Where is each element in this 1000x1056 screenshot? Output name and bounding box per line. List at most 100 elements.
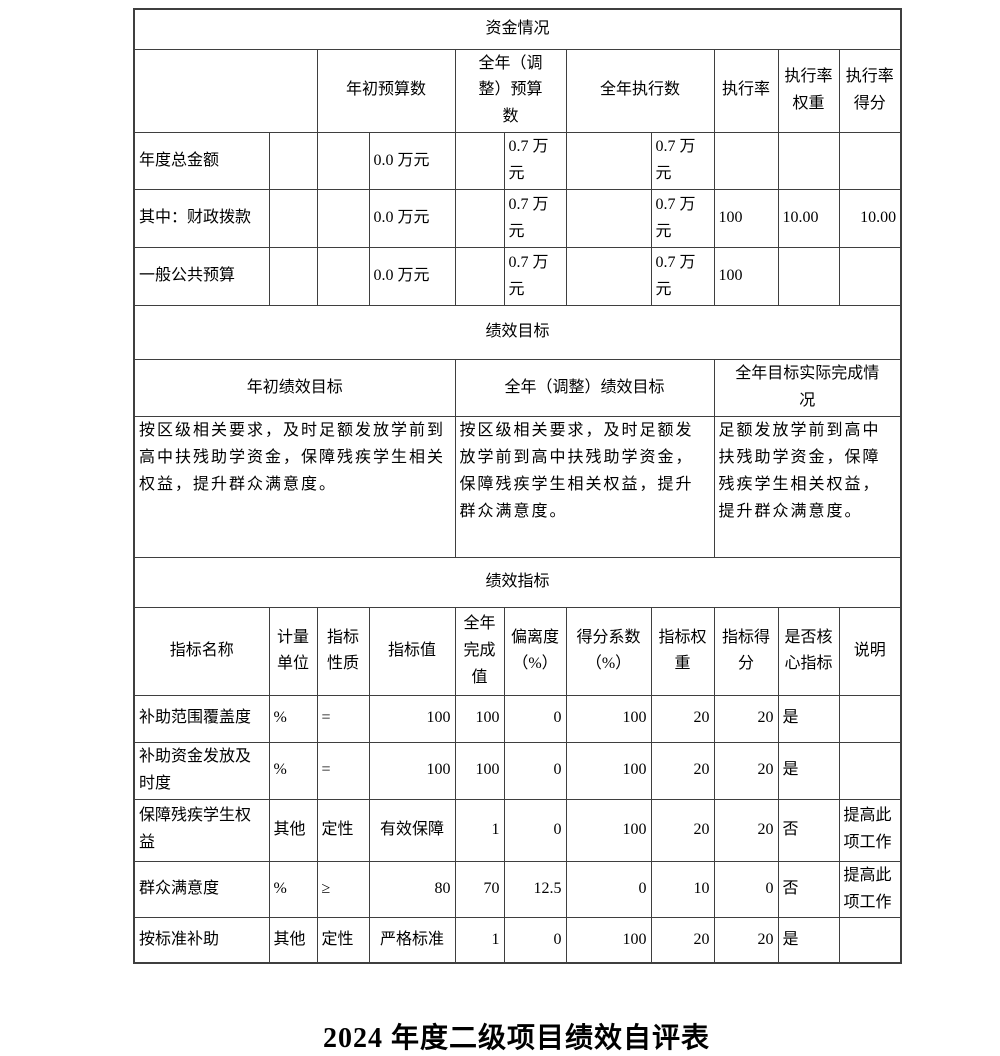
goals-actual-text: 足额发放学前到高中扶残助学资金，保障残疾学生相关权益，提升群众满意度。 xyxy=(713,415,902,558)
indicator-note xyxy=(838,694,902,743)
empty-cell xyxy=(268,247,318,307)
funding-adjusted-budget-value: 0.7 万元 xyxy=(503,247,567,307)
indicator-target: 100 xyxy=(368,741,456,800)
funding-rate-weight-value: 10.00 xyxy=(777,189,840,249)
indicator-core: 是 xyxy=(777,917,840,964)
funding-col-rate-weight: 执行率权重 xyxy=(777,48,840,134)
funding-section-row: 资金情况 xyxy=(133,8,902,50)
indicator-unit: % xyxy=(268,741,318,800)
indicator-coef: 100 xyxy=(565,917,652,964)
indicator-deviation: 0 xyxy=(503,798,567,862)
indicators-section-title: 绩效指标 xyxy=(133,556,902,608)
funding-row-label: 年度总金额 xyxy=(133,132,270,191)
indicator-row-coverage: 补助范围覆盖度 % = 100 100 0 100 20 20 是 xyxy=(133,694,902,743)
indicator-note xyxy=(838,741,902,800)
indicator-weight: 10 xyxy=(650,860,715,919)
funding-col-initial-budget: 年初预算数 xyxy=(316,48,456,134)
indicator-name: 保障残疾学生权益 xyxy=(133,798,270,862)
funding-executed-value: 0.7 万元 xyxy=(650,132,715,191)
indicator-coef: 100 xyxy=(565,694,652,743)
funding-row-general-budget: 一般公共预算 0.0 万元 0.7 万元 0.7 万元 100 xyxy=(133,247,902,307)
indicator-completed: 70 xyxy=(454,860,505,919)
funding-row-fiscal: 其中：财政拨款 0.0 万元 0.7 万元 0.7 万元 100 10.00 1… xyxy=(133,189,902,249)
indicators-header-row: 指标名称 计量单位 指标性质 指标值 全年完成值 偏离度（%） 得分系数（%） … xyxy=(133,606,902,696)
indicator-deviation: 12.5 xyxy=(503,860,567,919)
goals-col-actual-label: 全年目标实际完成情况 xyxy=(735,365,880,409)
funding-adjusted-budget-value: 0.7 万元 xyxy=(503,189,567,249)
funding-col-adjusted-budget-label: 全年（调整）预算数 xyxy=(478,54,543,126)
indicators-col-note: 说明 xyxy=(838,606,902,696)
goals-section-row: 绩效目标 xyxy=(133,305,902,361)
indicator-deviation: 0 xyxy=(503,694,567,743)
funding-execution-rate-value: 100 xyxy=(713,247,779,307)
indicators-col-unit: 计量单位 xyxy=(268,606,318,696)
goals-col-actual: 全年目标实际完成情况 xyxy=(713,359,902,417)
funding-adjusted-budget-value: 0.7 万元 xyxy=(503,132,567,191)
indicators-col-nature: 指标性质 xyxy=(316,606,370,696)
indicator-weight: 20 xyxy=(650,798,715,862)
indicator-nature: 定性 xyxy=(316,798,370,862)
indicators-col-name: 指标名称 xyxy=(133,606,270,696)
indicators-col-target: 指标值 xyxy=(368,606,456,696)
indicator-unit: % xyxy=(268,694,318,743)
indicator-nature: = xyxy=(316,741,370,800)
empty-cell xyxy=(454,189,505,249)
empty-cell xyxy=(316,132,370,191)
funding-initial-budget-value: 0.0 万元 xyxy=(368,247,456,307)
indicator-row-rights: 保障残疾学生权益 其他 定性 有效保障 1 0 100 20 20 否 提高此项… xyxy=(133,798,902,862)
indicator-weight: 20 xyxy=(650,694,715,743)
indicator-row-standard: 按标准补助 其他 定性 严格标准 1 0 100 20 20 是 xyxy=(133,917,902,964)
indicator-score: 0 xyxy=(713,860,779,919)
empty-cell xyxy=(268,132,318,191)
funding-row-label: 一般公共预算 xyxy=(133,247,270,307)
indicator-nature: 定性 xyxy=(316,917,370,964)
indicator-target: 严格标准 xyxy=(368,917,456,964)
indicator-completed: 100 xyxy=(454,741,505,800)
indicator-completed: 100 xyxy=(454,694,505,743)
funding-rate-score-value: 10.00 xyxy=(838,189,902,249)
indicator-unit: % xyxy=(268,860,318,919)
funding-execution-rate-value: 100 xyxy=(713,189,779,249)
indicator-row-timeliness: 补助资金发放及时度 % = 100 100 0 100 20 20 是 xyxy=(133,741,902,800)
indicator-coef: 100 xyxy=(565,741,652,800)
indicator-nature: ≥ xyxy=(316,860,370,919)
indicators-col-deviation: 偏离度（%） xyxy=(503,606,567,696)
indicator-score: 20 xyxy=(713,798,779,862)
funding-col-adjusted-budget: 全年（调整）预算数 xyxy=(454,48,567,134)
goals-col-adjusted: 全年（调整）绩效目标 xyxy=(454,359,715,417)
funding-executed-value: 0.7 万元 xyxy=(650,189,715,249)
empty-cell xyxy=(268,189,318,249)
indicators-col-completed: 全年完成值 xyxy=(454,606,505,696)
indicators-col-coef: 得分系数（%） xyxy=(565,606,652,696)
empty-cell xyxy=(565,189,652,249)
indicator-note: 提高此项工作 xyxy=(838,798,902,862)
indicator-row-satisfaction: 群众满意度 % ≥ 80 70 12.5 0 10 0 否 提高此项工作 xyxy=(133,860,902,919)
indicator-completed: 1 xyxy=(454,798,505,862)
empty-cell xyxy=(454,247,505,307)
funding-executed-value: 0.7 万元 xyxy=(650,247,715,307)
indicator-note xyxy=(838,917,902,964)
indicator-core: 是 xyxy=(777,741,840,800)
empty-cell xyxy=(565,132,652,191)
indicator-unit: 其他 xyxy=(268,798,318,862)
empty-cell xyxy=(565,247,652,307)
indicator-name: 补助资金发放及时度 xyxy=(133,741,270,800)
indicator-target: 80 xyxy=(368,860,456,919)
indicator-name: 补助范围覆盖度 xyxy=(133,694,270,743)
empty-cell xyxy=(316,247,370,307)
indicator-coef: 0 xyxy=(565,860,652,919)
indicator-score: 20 xyxy=(713,917,779,964)
funding-row-total: 年度总金额 0.0 万元 0.7 万元 0.7 万元 xyxy=(133,132,902,191)
goals-header-row: 年初绩效目标 全年（调整）绩效目标 全年目标实际完成情况 xyxy=(133,359,902,417)
indicators-col-score: 指标得分 xyxy=(713,606,779,696)
indicator-coef: 100 xyxy=(565,798,652,862)
indicator-core: 是 xyxy=(777,694,840,743)
indicators-col-core: 是否核心指标 xyxy=(777,606,840,696)
indicators-col-weight: 指标权重 xyxy=(650,606,715,696)
indicator-deviation: 0 xyxy=(503,741,567,800)
goals-adjusted-text: 按区级相关要求，及时足额发放学前到高中扶残助学资金，保障残疾学生相关权益，提升群… xyxy=(454,415,715,558)
document-title: 2024 年度二级项目绩效自评表 xyxy=(322,1022,710,1054)
goals-section-title: 绩效目标 xyxy=(133,305,902,361)
funding-initial-budget-value: 0.0 万元 xyxy=(368,132,456,191)
funding-rate-weight-value xyxy=(777,132,840,191)
